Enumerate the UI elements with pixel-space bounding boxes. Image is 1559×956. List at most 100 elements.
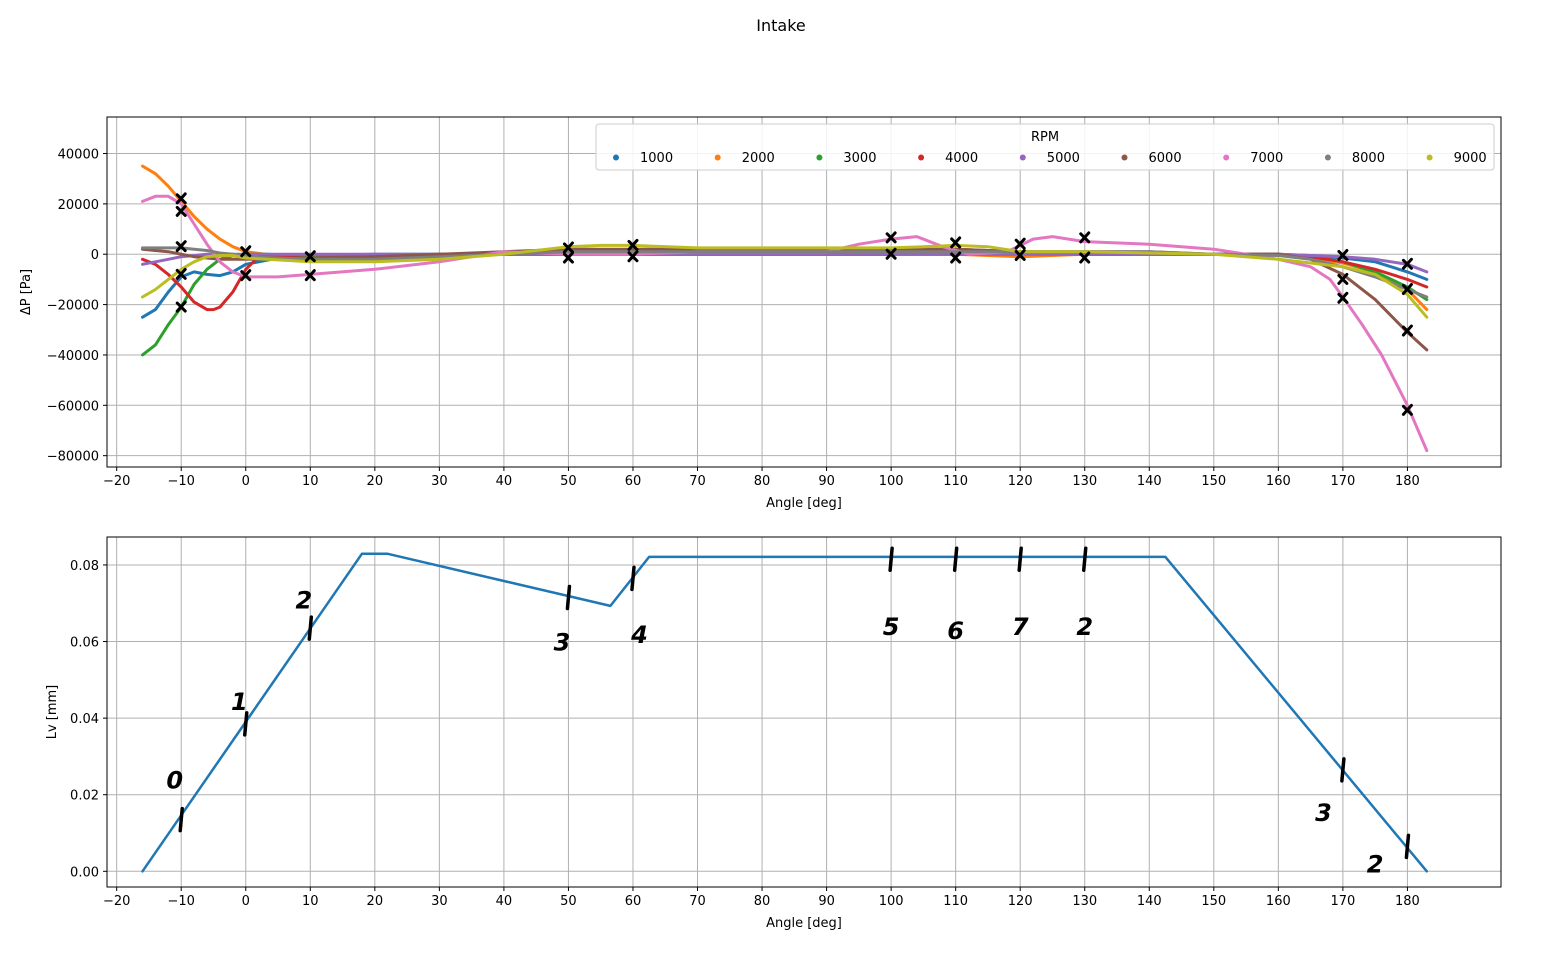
handwritten-cross-mark (885, 231, 897, 244)
legend-label-9000: 9000 (1454, 151, 1487, 166)
handwritten-tick-mark (1017, 546, 1023, 572)
lift-x-axis-label: Angle [deg] (766, 916, 842, 931)
x-tick-label: 10 (302, 474, 319, 489)
legend-marker-8000 (1324, 154, 1331, 161)
x-tick-label: 20 (367, 474, 384, 489)
handwritten-cross-mark (627, 238, 639, 251)
handwritten-cross-mark (1337, 248, 1349, 261)
x-tick-label: 110 (943, 474, 968, 489)
x-tick-label: 80 (754, 474, 771, 489)
y-tick-label: −80000 (47, 450, 99, 465)
lift-series-group (141, 552, 1429, 873)
legend-marker-5000 (1019, 154, 1026, 161)
handwritten-cross-mark (627, 250, 639, 263)
x-tick-label: 140 (1137, 474, 1162, 489)
x-tick-label: −20 (103, 474, 130, 489)
handwritten-cross-mark (1337, 272, 1349, 285)
handwritten-digit: 3 (554, 628, 571, 656)
x-tick-label: −20 (103, 894, 130, 909)
series-7000 (141, 194, 1429, 453)
x-tick-label: 70 (689, 474, 706, 489)
legend-label-6000: 6000 (1149, 151, 1182, 166)
x-tick-label: 60 (625, 474, 642, 489)
handwritten-cross-mark (1401, 257, 1413, 270)
y-tick-label: −40000 (47, 349, 99, 364)
handwritten-digit: 3 (1315, 799, 1332, 827)
x-tick-label: 150 (1201, 474, 1226, 489)
x-tick-label: 90 (818, 474, 835, 489)
handwritten-digit: 0 (166, 766, 183, 794)
figure-title: Intake (756, 16, 805, 35)
handwritten-digit: 7 (1012, 613, 1029, 641)
x-tick-label: 110 (943, 894, 968, 909)
handwritten-tick-mark (243, 711, 249, 737)
handwritten-digit: 2 (295, 586, 312, 614)
handwritten-tick-mark (178, 806, 184, 833)
rpm-legend: RPM 1000 2000 3000 4000 5000 6000 7000 8000 9000 (595, 123, 1495, 171)
handwritten-cross-mark (885, 247, 897, 260)
handwritten-tick-mark (952, 546, 959, 572)
series-9000 (141, 243, 1429, 319)
lift-plot-frame (106, 536, 1502, 888)
handwritten-digit: 2 (1076, 613, 1093, 641)
x-tick-label: 160 (1266, 474, 1291, 489)
pressure-x-ticks: −20 −10 0 10 20 30 40 50 60 70 80 90 100 110 120 130 140… (103, 467, 1420, 489)
x-tick-label: 130 (1072, 894, 1097, 909)
x-tick-label: 30 (431, 894, 448, 909)
legend-marker-4000 (918, 154, 925, 161)
pressure-plot-frame (106, 116, 1502, 468)
legend-title: RPM (1031, 130, 1059, 145)
y-tick-label: −20000 (47, 299, 99, 314)
x-tick-label: 130 (1072, 474, 1097, 489)
x-tick-label: 150 (1201, 894, 1226, 909)
y-tick-label: 0.00 (70, 865, 99, 880)
handwritten-tick-mark (630, 565, 636, 592)
x-tick-label: 180 (1395, 894, 1420, 909)
pressure-chart: −20 −10 0 10 20 30 40 50 60 70 80 90 100 110 120 130 140… (19, 116, 1502, 511)
x-tick-label: −10 (167, 894, 194, 909)
handwritten-cross-mark (1079, 231, 1091, 244)
x-tick-label: 170 (1330, 474, 1355, 489)
handwritten-tick-mark (1340, 757, 1346, 783)
legend-marker-9000 (1426, 154, 1433, 161)
handwritten-tick-mark (888, 546, 894, 572)
legend-marker-2000 (714, 154, 721, 161)
x-tick-label: 100 (879, 894, 904, 909)
y-tick-label: 0.06 (70, 636, 99, 651)
x-tick-label: 60 (625, 894, 642, 909)
x-tick-label: 30 (431, 474, 448, 489)
y-tick-label: 0.08 (70, 559, 99, 574)
legend-label-7000: 7000 (1250, 151, 1283, 166)
lift-y-ticks: 0.00 0.02 0.04 0.06 0.08 (70, 559, 107, 880)
x-tick-label: 20 (367, 894, 384, 909)
x-tick-label: −10 (167, 474, 194, 489)
handwritten-cross-mark (175, 300, 187, 313)
y-tick-label: 0 (91, 248, 99, 263)
handwritten-cross-mark (1079, 251, 1091, 264)
pressure-y-ticks: −80000 −60000 −40000 −20000 0 20000 40000 (47, 148, 107, 465)
handwritten-cross-mark (1337, 291, 1349, 304)
legend-marker-7000 (1223, 154, 1230, 161)
x-tick-label: 120 (1008, 894, 1033, 909)
handwritten-cross-mark (304, 269, 316, 282)
x-tick-label: 0 (242, 474, 250, 489)
y-tick-label: 40000 (58, 148, 99, 163)
handwritten-cross-mark (304, 250, 316, 263)
x-tick-label: 160 (1266, 894, 1291, 909)
y-tick-label: 0.02 (70, 789, 99, 804)
legend-marker-3000 (816, 154, 823, 161)
y-tick-label: 20000 (58, 198, 99, 213)
handwritten-cross-mark (240, 269, 252, 282)
handwritten-digit: 4 (630, 621, 648, 649)
legend-label-4000: 4000 (945, 151, 978, 166)
handwritten-cross-mark (562, 251, 574, 264)
handwritten-digit: 6 (947, 617, 964, 645)
legend-label-2000: 2000 (742, 151, 775, 166)
handwritten-cross-mark (950, 251, 962, 264)
lift-grid (107, 537, 1501, 887)
handwritten-cross-mark (1401, 324, 1413, 337)
x-tick-label: 50 (560, 894, 577, 909)
handwritten-cross-mark (175, 267, 187, 280)
valve-lift-line (141, 552, 1429, 873)
